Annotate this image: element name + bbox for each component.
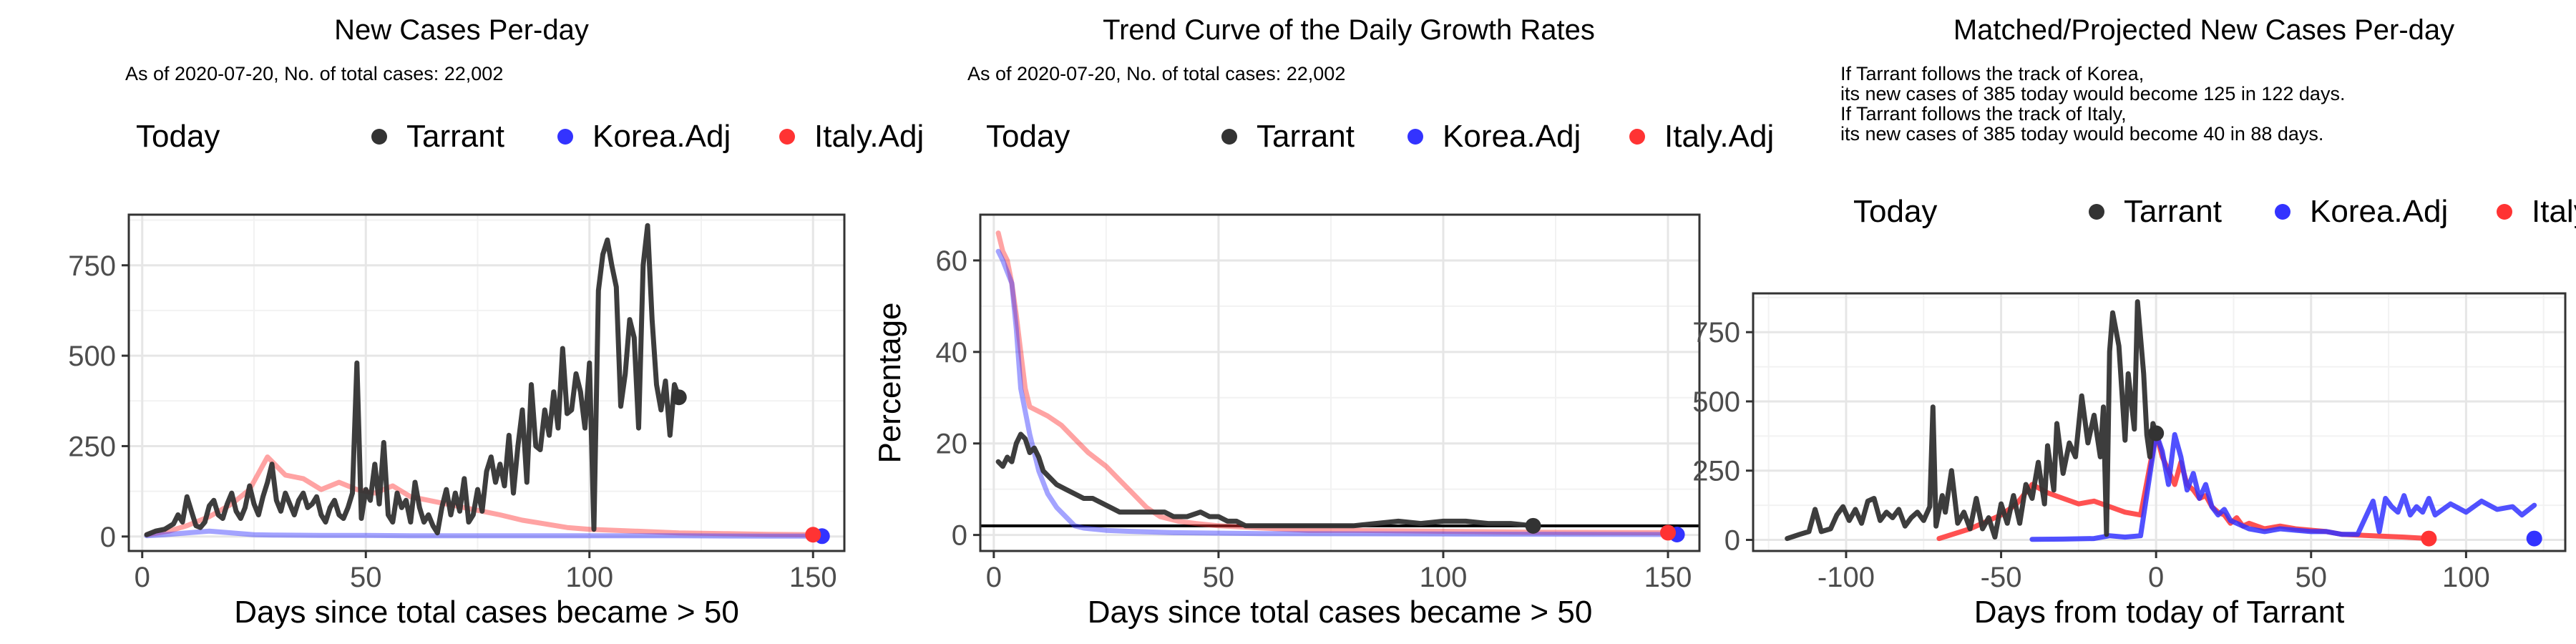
chart-panel-3: Matched/Projected New Cases Per-day If Ta… bbox=[1692, 14, 2576, 630]
x-tick-label: -50 bbox=[1981, 562, 2022, 593]
legend: Today Tarrant Korea.Adj Italy.Adj bbox=[136, 119, 924, 154]
x-tick-label: 150 bbox=[789, 562, 837, 593]
today-point-italy-adj bbox=[2421, 530, 2437, 547]
legend-key-italy-adj bbox=[2497, 204, 2512, 220]
legend-title: Today bbox=[1853, 194, 1937, 229]
chart-subtitle: its new cases of 385 today would become … bbox=[1840, 83, 2345, 104]
legend-title: Today bbox=[136, 119, 220, 154]
today-point-korea-adj bbox=[2526, 530, 2542, 547]
chart-subtitle: If Tarrant follows the track of Korea, bbox=[1840, 63, 2144, 84]
chart-subtitle: As of 2020-07-20, No. of total cases: 22… bbox=[125, 63, 503, 84]
today-point-italy-adj bbox=[805, 527, 821, 543]
legend-title: Today bbox=[986, 119, 1070, 154]
legend-key-tarrant bbox=[2089, 204, 2104, 220]
x-tick-label: 0 bbox=[986, 562, 1002, 593]
x-tick-label: 100 bbox=[565, 562, 613, 593]
x-tick-label: 0 bbox=[2148, 562, 2164, 593]
plot-border bbox=[127, 213, 846, 552]
legend-key-italy-adj bbox=[779, 129, 795, 145]
y-tick-label: 0 bbox=[952, 520, 967, 552]
x-tick-label: 50 bbox=[350, 562, 382, 593]
chart-subtitle: As of 2020-07-20, No. of total cases: 22… bbox=[967, 63, 1345, 84]
legend-key-italy-adj bbox=[1629, 129, 1645, 145]
legend-label: Tarrant bbox=[1257, 119, 1355, 154]
y-tick-label: 500 bbox=[68, 341, 116, 372]
y-tick-label: 250 bbox=[68, 431, 116, 462]
x-tick-label: 100 bbox=[2442, 562, 2490, 593]
today-point-tarrant bbox=[1525, 517, 1541, 534]
x-tick-label: 0 bbox=[135, 562, 150, 593]
y-tick-label: 20 bbox=[936, 429, 968, 460]
x-tick-label: 100 bbox=[1420, 562, 1468, 593]
series-line-italy-adj bbox=[995, 230, 1671, 535]
chart-subtitle: If Tarrant follows the track of Italy, bbox=[1840, 103, 2127, 125]
x-tick-label: -100 bbox=[1818, 562, 1875, 593]
chart-title: New Cases Per-day bbox=[334, 14, 589, 46]
legend-label: Tarrant bbox=[406, 119, 504, 154]
y-tick-label: 750 bbox=[68, 250, 116, 282]
chart-panel-1: New Cases Per-day As of 2020-07-20, No. o… bbox=[68, 14, 924, 630]
plot-area bbox=[980, 215, 1699, 551]
legend-key-korea-adj bbox=[2275, 204, 2290, 220]
legend-label: Tarrant bbox=[2124, 194, 2222, 229]
y-tick-label: 0 bbox=[100, 522, 116, 553]
x-axis-label: Days since total cases became > 50 bbox=[234, 595, 739, 630]
series-line-tarrant bbox=[1785, 299, 2159, 542]
chart-title: Trend Curve of the Daily Growth Rates bbox=[1103, 14, 1595, 46]
y-tick-label: 750 bbox=[1692, 317, 1740, 348]
x-axis-label: Days since total cases became > 50 bbox=[1088, 595, 1593, 630]
plot-border bbox=[1752, 292, 2567, 552]
y-tick-label: 250 bbox=[1692, 456, 1740, 487]
legend-label: Italy.Adj bbox=[2532, 194, 2576, 229]
legend: Today Tarrant Korea.Adj Italy.Adj bbox=[1853, 194, 2576, 229]
series-line-tarrant bbox=[995, 431, 1536, 529]
x-tick-label: 50 bbox=[1203, 562, 1235, 593]
today-point-italy-adj bbox=[1660, 525, 1677, 541]
legend-key-tarrant bbox=[1221, 129, 1237, 145]
y-tick-label: 500 bbox=[1692, 386, 1740, 418]
legend-label: Italy.Adj bbox=[1664, 119, 1774, 154]
y-tick-label: 60 bbox=[936, 245, 968, 277]
legend-label: Korea.Adj bbox=[1443, 119, 1581, 154]
plot-border bbox=[979, 213, 1701, 552]
chart-title: Matched/Projected New Cases Per-day bbox=[1953, 14, 2454, 46]
y-tick-label: 40 bbox=[936, 337, 968, 369]
series-line-korea-adj bbox=[995, 248, 1680, 537]
x-tick-label: 150 bbox=[1644, 562, 1692, 593]
today-point-tarrant bbox=[670, 389, 687, 406]
x-tick-label: 50 bbox=[2296, 562, 2328, 593]
legend-key-tarrant bbox=[371, 129, 387, 145]
x-axis-label: Days from today of Tarrant bbox=[1974, 595, 2345, 630]
legend-key-korea-adj bbox=[1407, 129, 1423, 145]
legend: Today Tarrant Korea.Adj Italy.Adj bbox=[986, 119, 1774, 154]
series-line-tarrant bbox=[144, 223, 682, 537]
y-axis-label: Percentage bbox=[872, 302, 907, 463]
series-line-italy-adj bbox=[144, 454, 816, 537]
y-tick-label: 0 bbox=[1724, 525, 1740, 557]
legend-label: Korea.Adj bbox=[592, 119, 731, 154]
series-line-korea-adj bbox=[144, 528, 825, 539]
legend-key-korea-adj bbox=[557, 129, 573, 145]
chart-subtitle: its new cases of 385 today would become … bbox=[1840, 123, 2323, 145]
legend-label: Italy.Adj bbox=[814, 119, 924, 154]
legend-label: Korea.Adj bbox=[2310, 194, 2448, 229]
today-point-tarrant bbox=[2148, 425, 2165, 441]
chart-panel-2: Trend Curve of the Daily Growth Rates As … bbox=[872, 14, 1774, 630]
series-line-korea-adj bbox=[2029, 431, 2537, 542]
